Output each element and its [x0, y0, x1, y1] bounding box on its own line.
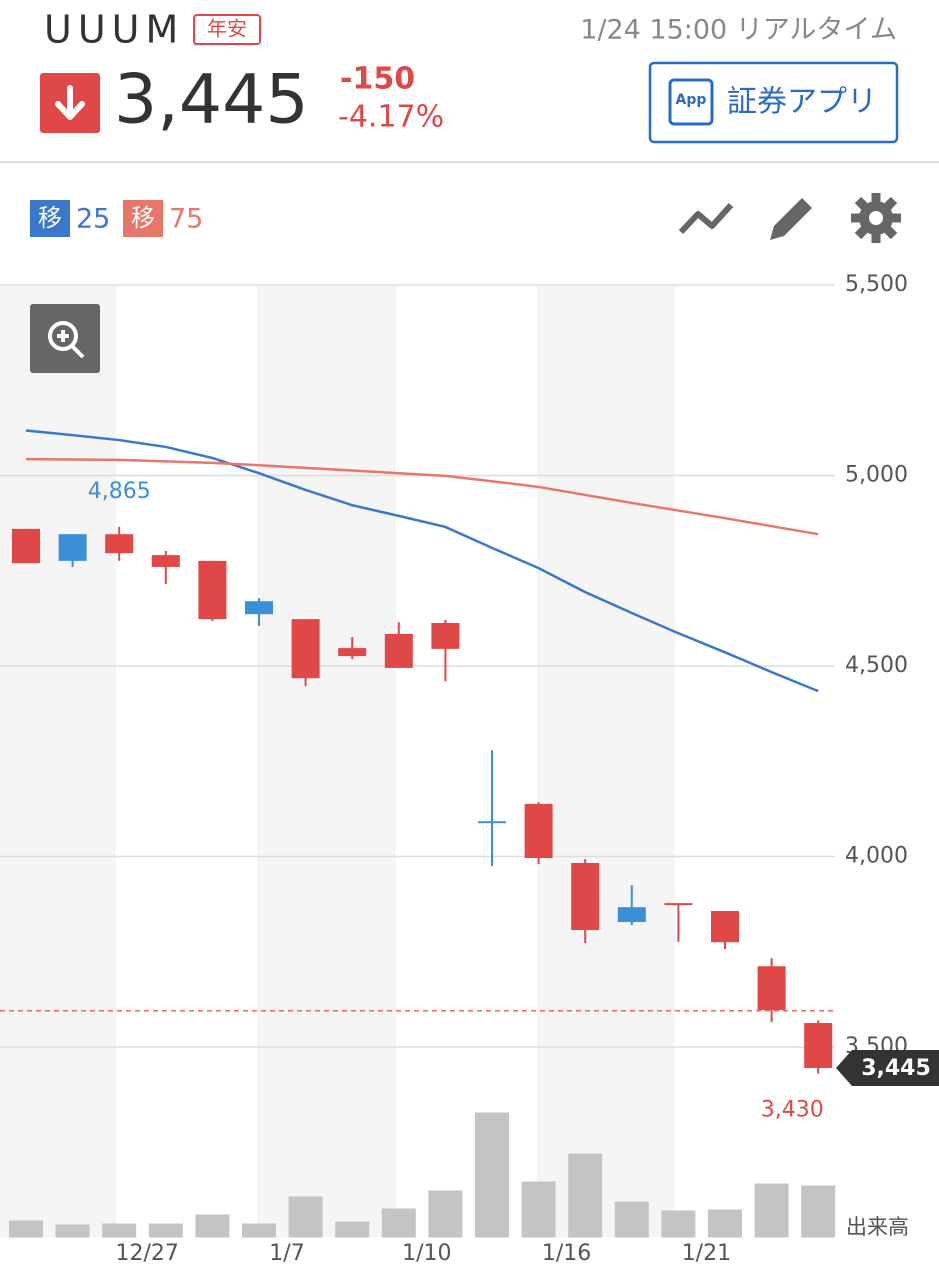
- last-price-tag: [836, 1049, 939, 1086]
- timestamp: 1/24 15:00 リアルタイム: [580, 15, 897, 46]
- candle-body: [664, 903, 693, 906]
- zoom-handle[interactable]: [57, 330, 85, 359]
- volume-bar: [568, 1153, 603, 1238]
- volume-bar: [195, 1214, 230, 1238]
- volume-bar: [521, 1181, 556, 1238]
- volume-bar: [9, 1220, 43, 1238]
- badge-box: [193, 14, 261, 45]
- y-tick-label: 4,500: [845, 653, 908, 678]
- candle-body: [245, 601, 273, 615]
- legend-label: 75: [169, 204, 203, 235]
- settings-icon[interactable]: [851, 193, 901, 243]
- last-price-label: 3,445: [861, 1056, 931, 1081]
- legend-badge: 移: [131, 204, 155, 232]
- price: 3,445: [114, 61, 309, 140]
- candle-body: [804, 1022, 833, 1068]
- band: [257, 285, 396, 1237]
- x-tick-label: 1/10: [402, 1241, 451, 1266]
- volume-bar: [428, 1190, 463, 1238]
- volume-bar: [335, 1221, 370, 1238]
- change: -150: [340, 62, 415, 97]
- x-tick-label: 1/7: [269, 1241, 304, 1266]
- candle-body: [711, 910, 739, 943]
- candle-body: [338, 648, 367, 657]
- gear-hole[interactable]: [869, 211, 883, 225]
- candle-body: [571, 862, 600, 931]
- candle-body: [478, 821, 506, 824]
- candle-body: [12, 528, 40, 564]
- app-button[interactable]: App 証券アプリ: [648, 61, 899, 144]
- volume-bar: [55, 1224, 90, 1238]
- y-tick-label: 5,500: [845, 272, 908, 297]
- volume-bar: [102, 1223, 137, 1238]
- volume-bar: [661, 1210, 696, 1238]
- zoom-lens[interactable]: [48, 321, 78, 351]
- high-label: 4,865: [88, 479, 151, 504]
- candle-body: [757, 966, 786, 1011]
- volume-bar: [148, 1223, 183, 1238]
- volume-label: 出来高: [846, 1215, 909, 1239]
- legend-badge: 移: [38, 204, 62, 232]
- candle-body: [524, 803, 553, 859]
- candle-body: [58, 534, 87, 561]
- ma-line: [25, 457, 819, 536]
- candle-body: [105, 534, 134, 554]
- app-button-label[interactable]: 証券アプリ: [727, 85, 877, 120]
- band: [0, 285, 116, 1237]
- app-icon: App: [676, 92, 707, 108]
- low-label: 3,430: [761, 1098, 824, 1123]
- volume-bar: [288, 1196, 323, 1238]
- pencil-icon[interactable]: [770, 198, 812, 240]
- volume-bar: [614, 1201, 649, 1238]
- change-pct: -4.17%: [338, 100, 444, 135]
- volume-bar: [242, 1223, 276, 1238]
- candle-body: [617, 907, 646, 923]
- y-tick-label: 4,000: [845, 844, 908, 869]
- volume-bar: [754, 1183, 789, 1238]
- legend-badge-box: [30, 200, 70, 237]
- legend-label: 25: [76, 204, 110, 235]
- volume-bar: [801, 1185, 836, 1238]
- x-tick-label: 1/21: [682, 1241, 731, 1266]
- ma-line: [25, 429, 819, 693]
- app-icon-frame: [668, 78, 714, 126]
- ticker: UUUM: [44, 8, 184, 52]
- x-tick-label: 12/27: [115, 1241, 178, 1266]
- candle-body: [291, 619, 320, 679]
- line-tool-icon[interactable]: [678, 202, 734, 235]
- legend-badge-box: [123, 200, 163, 237]
- candle-body: [384, 633, 413, 668]
- y-tick-label: 5,000: [845, 463, 908, 488]
- down-arrow: [55, 85, 85, 120]
- volume-bar: [381, 1208, 416, 1238]
- volume-bar: [708, 1209, 742, 1238]
- badge: 年安: [207, 17, 247, 41]
- x-tick-label: 1/16: [542, 1241, 591, 1266]
- candle-body: [431, 622, 460, 649]
- candle-body: [151, 555, 180, 567]
- candle-body: [198, 560, 227, 620]
- band: [537, 285, 675, 1237]
- volume-bar: [475, 1112, 509, 1238]
